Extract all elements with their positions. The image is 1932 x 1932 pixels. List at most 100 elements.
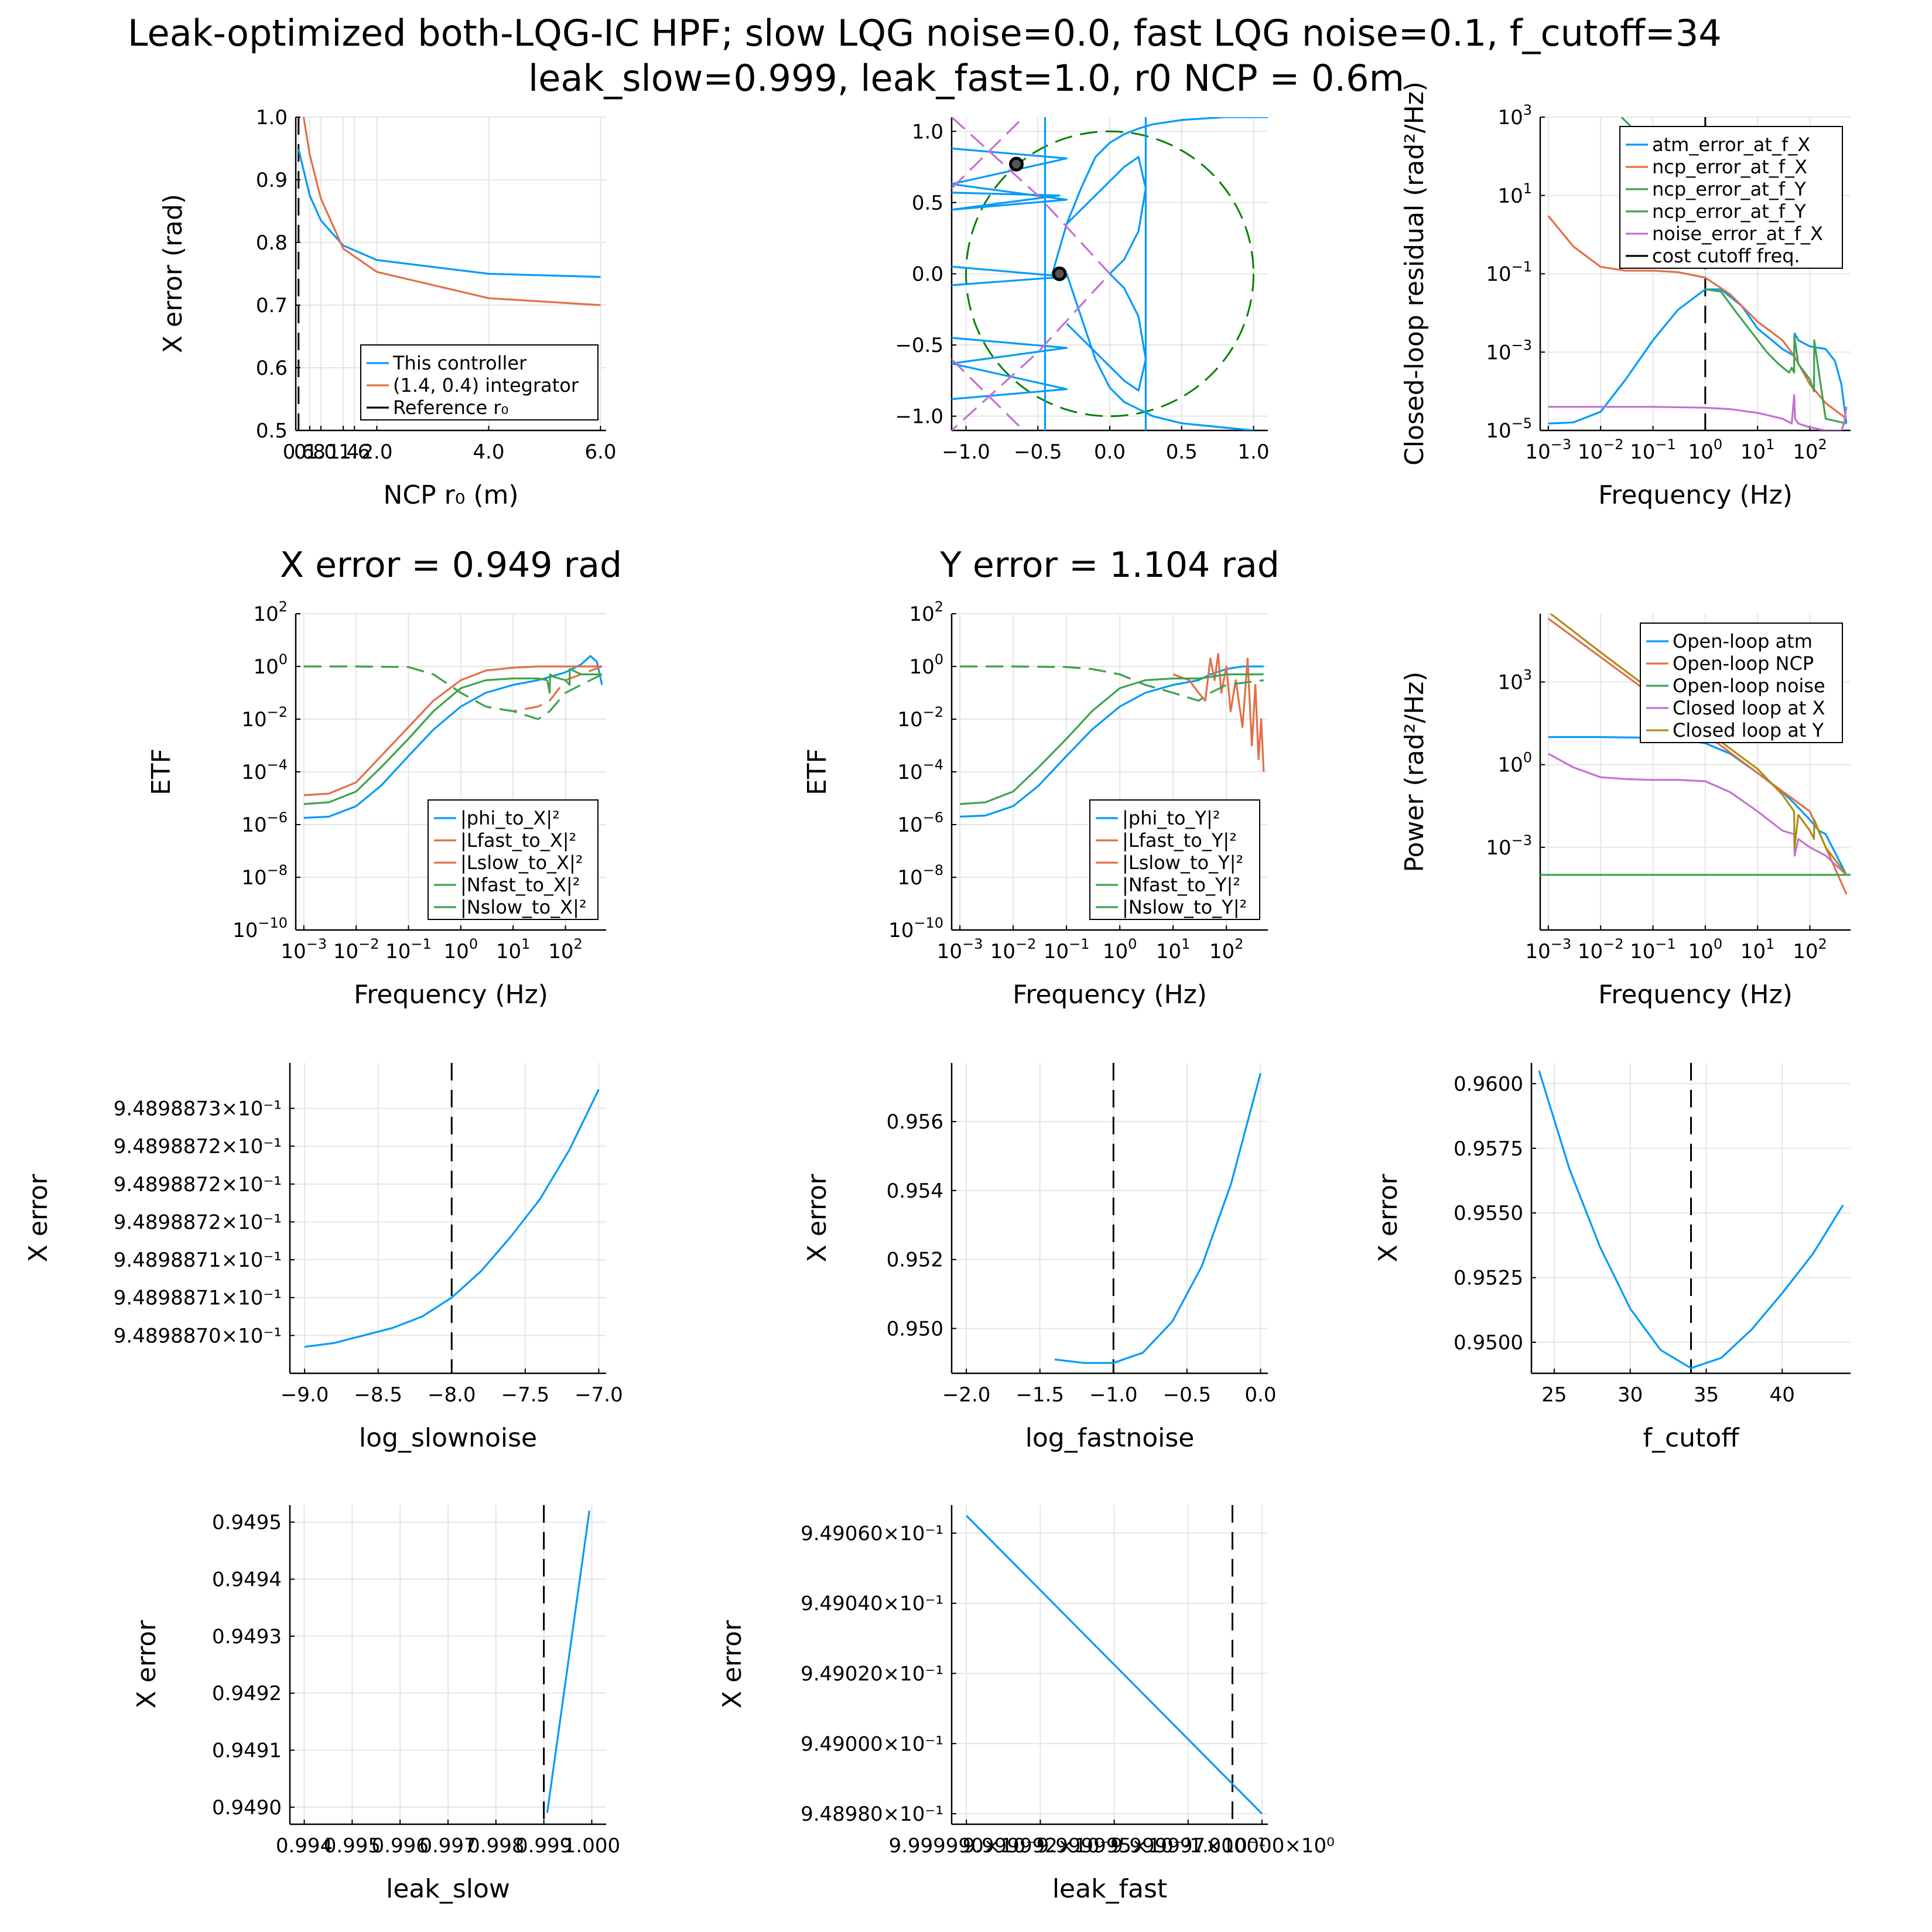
y-tick-label: 101 [1497,180,1532,208]
figure-title-line2: leak_slow=0.999, leak_fast=1.0, r0 NCP =… [528,57,1404,100]
x-axis-label: log_fastnoise [1025,1423,1195,1453]
x-tick-label: 10−3 [1526,436,1572,464]
x-tick-label: 0.5 [1166,440,1198,464]
x-axis-label: leak_fast [1052,1874,1167,1904]
plot-pole-zero-map: −1.0 −0.5 0.0 0.5 1.0 −1.0 −0.5 0.0 0.5 1.0 [895,117,1269,464]
x-tick-label: 100 [1688,436,1723,464]
y-tick-label: 9.4898872×10⁻¹ [114,1211,282,1234]
y-tick-label: 0.950 [887,1317,943,1341]
plot-etf-x: 10−3 10−2 10−1 100 101 10210−1010−810−610−410… [146,545,622,1010]
y-tick-label: 10−6 [241,809,288,837]
legend-entry: Closed loop at Y [1673,719,1824,741]
y-tick-label: 10−8 [241,862,288,890]
x-tick-label: 0.0 [1094,440,1126,464]
x-tick-label: 10−2 [333,936,379,963]
y-tick-label: 0.9600 [1454,1072,1523,1096]
y-axis-label: ETF [802,748,832,795]
x-tick-label: 100 [1103,936,1137,963]
y-tick-label: 1.0 [912,120,943,143]
legend-entry: |Lfast_to_Y|² [1122,829,1237,852]
y-tick-label: 0.7 [256,294,288,317]
series-line-4 [303,665,603,720]
y-tick-label: 9.49000×10⁻¹ [801,1732,943,1756]
legend-entry: atm_error_at_f_X [1652,134,1810,156]
x-tick-label: 101 [1740,936,1775,963]
x-tick-label: 101 [1740,436,1775,464]
x-tick-label: 0.998 [467,1834,524,1858]
legend-entry: (1.4, 0.4) integrator [393,374,579,396]
series-line-0 [546,1510,590,1813]
y-axis-label: X error [717,1620,747,1709]
x-tick-label: −1.0 [942,440,990,464]
x-tick-label: −2.0 [942,1383,991,1407]
x-tick-label: −0.5 [1163,1383,1212,1407]
y-tick-label: 10−8 [897,862,943,890]
x-tick-label: 35 [1694,1383,1719,1407]
series-line-3 [1051,117,1268,274]
x-tick-label: 10−1 [1044,936,1090,963]
y-axis-label: X error [1373,1174,1403,1263]
series-line-0 [966,1514,1263,1815]
y-tick-label: 10−3 [1486,832,1532,860]
x-tick-label: 0.995 [324,1834,381,1858]
series-line-0 [303,655,603,819]
legend-entry: ncp_error_at_f_Y [1652,200,1806,223]
x-axis-label: NCP r₀ (m) [383,480,518,510]
series-line-3 [959,673,1264,805]
x-tick-label: 1.4 [327,440,359,464]
legend-entry: |phi_to_Y|² [1122,807,1220,829]
y-tick-label: 10−4 [241,757,288,784]
y-tick-label: 100 [1497,750,1532,777]
series-line-3 [303,668,602,805]
x-tick-label: −0.5 [1014,440,1062,464]
legend-entry: cost cutoff freq. [1652,245,1800,267]
x-tick-label: 0.994 [276,1834,333,1858]
x-axis-label: leak_slow [386,1874,510,1904]
y-axis-label: X error [802,1174,832,1263]
x-tick-label: −9.0 [281,1383,329,1407]
x-tick-label: 9.999990×10⁻¹ [888,1834,1044,1858]
legend: This controller(1.4, 0.4) integratorRefe… [360,344,599,420]
y-tick-label: 0.9575 [1454,1137,1523,1161]
y-tick-label: 0.9500 [1454,1331,1523,1355]
x-tick-label: 0.997 [419,1834,476,1858]
y-tick-label: 9.4898872×10⁻¹ [114,1173,282,1196]
y-tick-label: 0.952 [887,1249,943,1272]
y-tick-label: 0.9 [256,169,288,192]
y-tick-label: 9.4898870×10⁻¹ [114,1324,282,1348]
legend-entry: |Lfast_to_X|² [460,829,576,852]
pole-marker [1008,156,1024,172]
subplot-title: Y error = 1.104 rad [939,545,1280,586]
x-tick-label: 102 [1793,436,1827,464]
x-tick-label: 1.000000×10⁰ [1189,1834,1335,1858]
x-tick-label: 10−2 [1578,936,1624,963]
pole-marker [1052,266,1067,281]
legend-entry: This controller [392,352,527,374]
y-tick-label: 10−10 [232,915,288,942]
x-tick-label: 30 [1618,1383,1643,1407]
y-tick-label: 102 [253,599,288,626]
legend-entry: Open-loop noise [1673,675,1825,697]
legend-entry: Open-loop atm [1673,630,1813,652]
plot-x-error-vs-log-slownoise: −9.0 −8.5 −8.0 −7.5 −7.0 9.4898870×10⁻¹ 9.4898… [23,1063,623,1453]
y-tick-label: 0.954 [887,1179,943,1203]
x-tick-label: 4.0 [473,440,504,464]
legend-entry: |Nfast_to_Y|² [1122,874,1240,896]
y-tick-label: 0.9492 [212,1682,282,1705]
legend-entry: |Nslow_to_X|² [460,896,587,918]
y-tick-label: −1.0 [895,405,943,429]
y-tick-label: 0.9493 [212,1625,282,1649]
x-tick-label: 10−2 [990,936,1037,963]
series-line-8 [952,117,1111,430]
legend-entry: |Lslow_to_Y|² [1122,852,1243,874]
y-tick-label: −0.5 [895,334,943,357]
series-line-1 [302,117,601,306]
x-tick-label: 10−3 [281,936,327,963]
x-axis-label: Frequency (Hz) [1598,980,1793,1010]
y-tick-label: 0.5 [256,419,288,443]
y-axis-label: X error [132,1620,162,1709]
y-tick-label: 0.8 [256,231,288,255]
y-tick-label: 0.5 [912,192,943,215]
y-tick-label: 0.956 [887,1110,943,1134]
series-line-4 [1065,273,1254,430]
